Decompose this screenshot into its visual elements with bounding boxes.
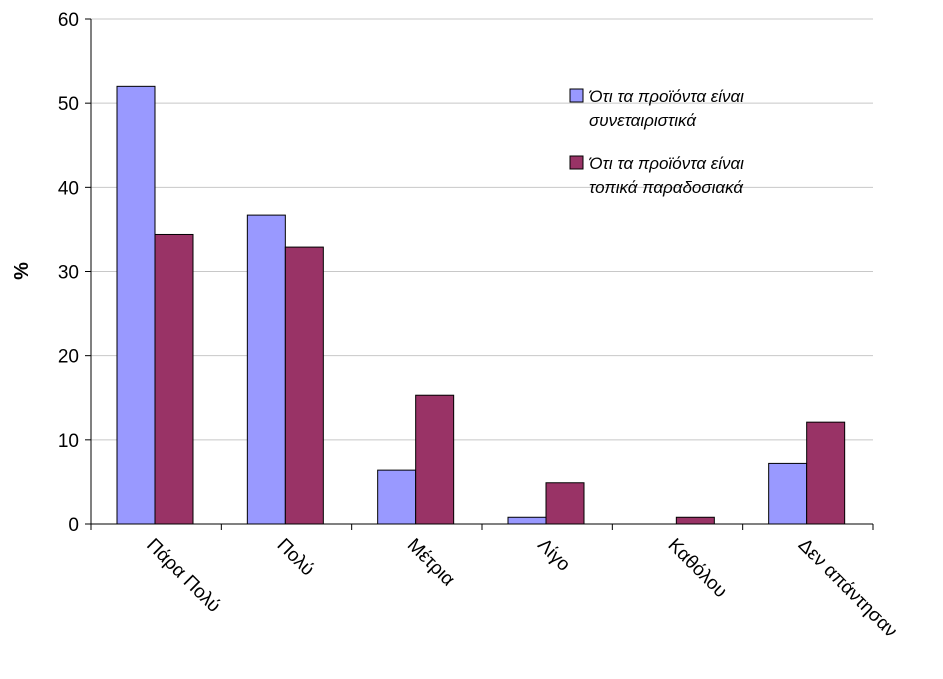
legend-label: συνεταιριστικά (589, 111, 697, 130)
legend-swatch (569, 155, 584, 170)
bars (116, 85, 846, 525)
bar-series1 (246, 214, 286, 525)
legend-swatch (569, 88, 584, 103)
y-tick-label: 40 (58, 178, 79, 199)
y-axis-ticks: 0 10 20 30 40 50 60 (58, 10, 91, 536)
bar-series2 (675, 516, 715, 525)
bar-series1 (116, 85, 156, 525)
y-tick-label: 10 (58, 431, 79, 452)
x-category-label: Λίγο (533, 535, 574, 576)
bar-series2 (284, 246, 324, 525)
gridlines (91, 18, 873, 441)
x-axis-categories: Πάρα Πολύ Πολύ Μέτρια Λίγο Καθόλου Δεν απάντη… (142, 535, 901, 642)
bar-series2 (154, 233, 194, 525)
legend-label: τοπικά παραδοσιακά (589, 178, 744, 197)
x-category-label: Καθόλου (664, 535, 731, 602)
y-tick-label: 20 (58, 347, 79, 368)
axes (90, 19, 874, 530)
x-category-label: Πάρα Πολύ (142, 535, 224, 617)
y-tick-label: 0 (68, 515, 79, 536)
x-category-label: Πολύ (273, 535, 319, 581)
bar-series1 (507, 516, 547, 525)
y-tick-label: 50 (58, 94, 79, 115)
y-axis-label: % (11, 262, 33, 280)
bar-series1 (768, 462, 808, 525)
x-category-label: Δεν απάντησαν (794, 535, 901, 642)
x-category-label: Μέτρια (403, 535, 459, 591)
legend-item: Ότι τα προϊόντα είναι τοπικά παραδοσιακά (569, 154, 744, 197)
bar-series1 (377, 469, 417, 525)
legend-label: Ότι τα προϊόντα είναι (588, 154, 744, 173)
legend-item: Ότι τα προϊόντα είναι συνεταιριστικά (569, 87, 744, 130)
y-tick-label: 30 (58, 263, 79, 284)
y-tick-label: 60 (58, 10, 79, 31)
legend-label: Ότι τα προϊόντα είναι (588, 87, 744, 106)
bar-series2 (806, 421, 846, 525)
bar-series2 (415, 394, 455, 525)
bar-series2 (545, 482, 585, 525)
